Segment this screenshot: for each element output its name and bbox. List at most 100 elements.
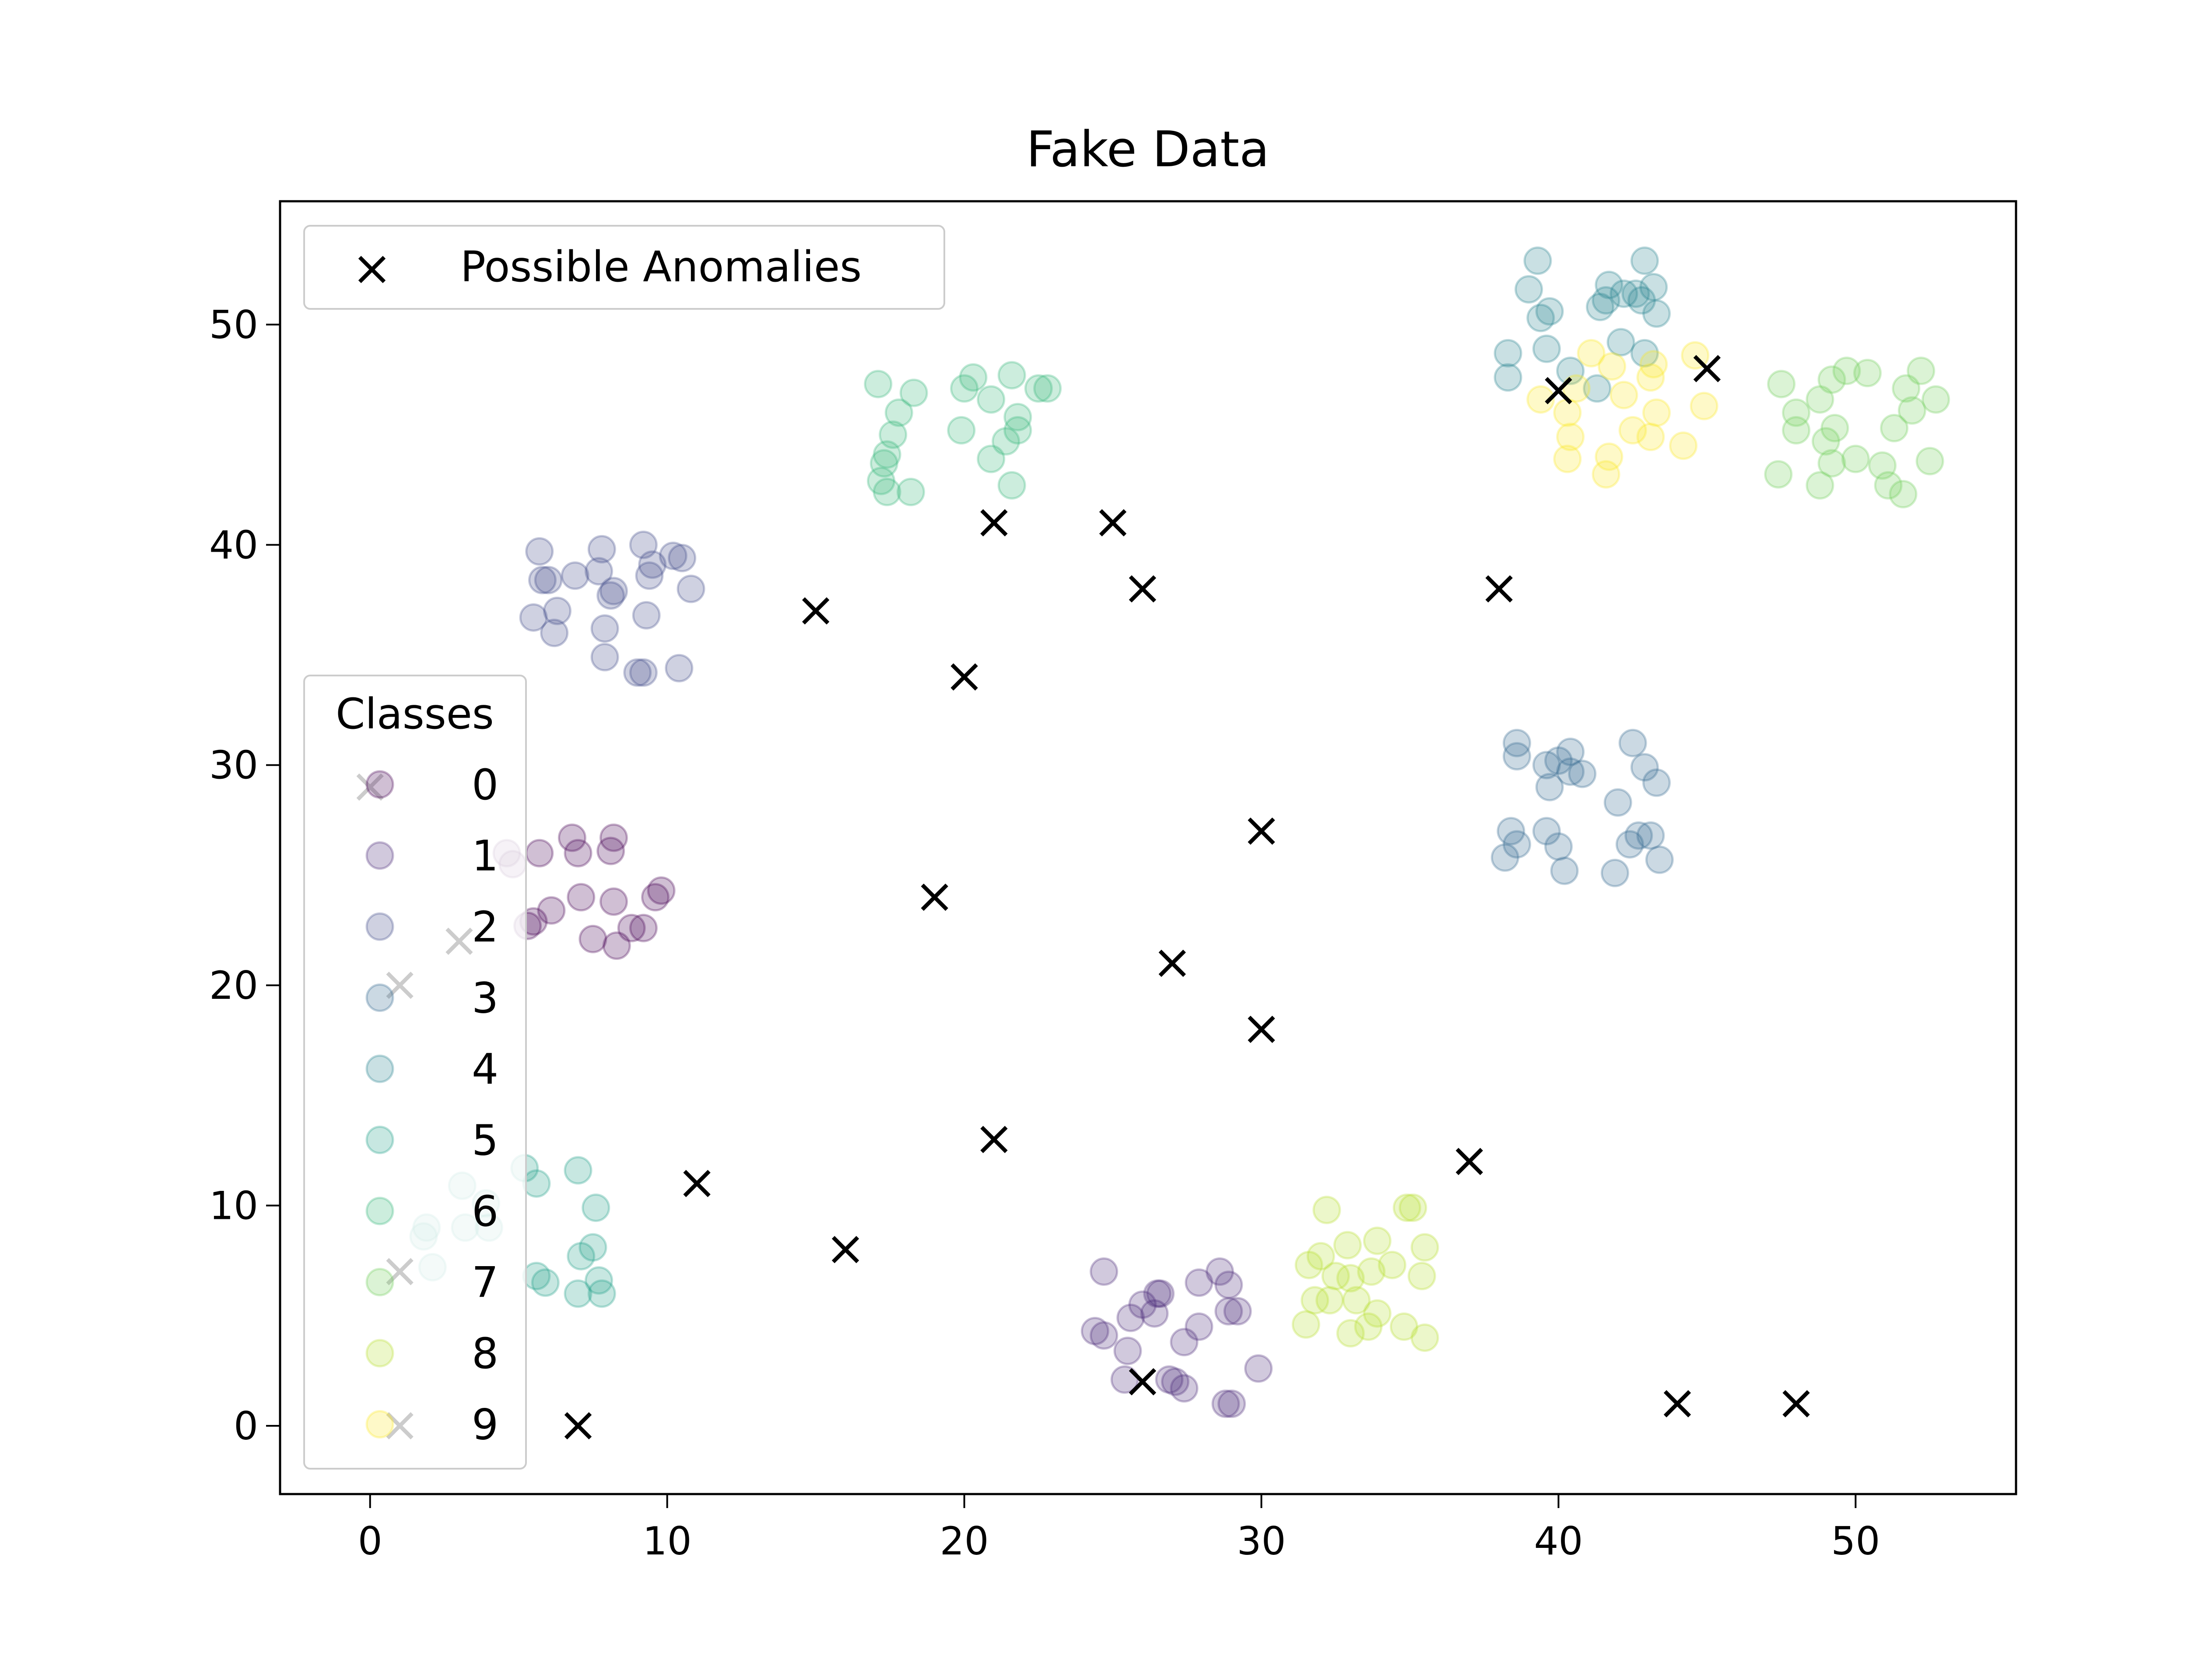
class-7-point	[1915, 447, 1944, 476]
class-5-point	[564, 1279, 593, 1308]
class-6-point	[879, 420, 908, 449]
anomaly-point	[950, 663, 978, 691]
class-3-point	[1535, 773, 1564, 802]
class-9-point	[1609, 381, 1638, 410]
class-0-point	[599, 823, 628, 852]
class-0-point	[641, 883, 670, 912]
anomaly-point	[921, 883, 948, 911]
anomaly-point	[1248, 817, 1275, 845]
class-2-point	[590, 643, 619, 672]
anomaly-point	[1693, 355, 1721, 382]
class-4-series	[1494, 246, 1671, 403]
class-6-point	[866, 466, 895, 495]
class-4-point	[1606, 328, 1635, 357]
class-7-point	[1806, 385, 1834, 414]
class-1-point	[1140, 1299, 1169, 1328]
class-1-point	[1205, 1257, 1234, 1286]
class-4-point	[1592, 286, 1620, 315]
class-legend-marker	[365, 1197, 394, 1225]
class-9-point	[1642, 398, 1671, 427]
anomaly-point	[802, 597, 830, 625]
class-3-series	[1490, 728, 1674, 887]
class-1-point	[1080, 1316, 1109, 1345]
anomaly-point	[1158, 949, 1186, 977]
class-3-point	[1502, 830, 1531, 859]
class-2-point	[590, 614, 619, 643]
class-5-point	[582, 1194, 610, 1222]
class-1-point	[1128, 1290, 1157, 1319]
class-legend-marker	[365, 1054, 394, 1083]
class-4-point	[1630, 339, 1659, 368]
class-0-point	[537, 896, 566, 925]
class-2-point	[659, 541, 687, 570]
class-1-point	[1170, 1328, 1199, 1357]
y-tick-label: 20	[209, 963, 258, 1008]
anomaly-point	[1782, 1390, 1810, 1418]
class-9-point	[1618, 416, 1647, 445]
class-4-point	[1556, 357, 1585, 385]
class-2-point	[528, 566, 557, 595]
class-3-point	[1630, 753, 1659, 782]
anomaly-point	[1099, 509, 1127, 537]
class-9-point	[1636, 423, 1665, 452]
anomaly-point	[1455, 1148, 1483, 1176]
class-legend-marker	[365, 770, 394, 799]
class-1-point	[1113, 1337, 1142, 1365]
class-1-point	[1090, 1257, 1119, 1286]
anomaly-point	[1545, 377, 1572, 405]
class-4-point	[1630, 246, 1659, 275]
class-legend-label: 3	[472, 974, 498, 1023]
class-6-series	[864, 361, 1062, 506]
class-legend-marker	[365, 841, 394, 870]
class-0-series	[492, 823, 676, 960]
class-8-point	[1315, 1286, 1344, 1315]
class-3-point	[1544, 832, 1573, 861]
class-8-point	[1294, 1250, 1323, 1279]
class-legend-marker	[365, 1339, 394, 1368]
class-2-point	[519, 603, 548, 632]
class-8-point	[1392, 1194, 1421, 1222]
class-2-point	[543, 596, 572, 625]
class-8-point	[1336, 1319, 1365, 1348]
class-legend-item: 5	[365, 1116, 498, 1165]
y-tick-label: 40	[209, 522, 258, 567]
y-tick-label: 10	[209, 1183, 258, 1228]
class-7-point	[1811, 427, 1840, 456]
class-9-point	[1577, 339, 1606, 368]
class-8-point	[1342, 1286, 1371, 1315]
class-2-point	[629, 530, 658, 559]
class-legend-label: 4	[472, 1045, 498, 1094]
class-0-point	[564, 839, 593, 868]
class-4-point	[1609, 279, 1638, 308]
class-5-point	[579, 1233, 607, 1262]
class-2-point	[635, 561, 664, 590]
class-9-point	[1636, 363, 1665, 392]
class-9-point	[1669, 431, 1698, 460]
class-3-point	[1636, 821, 1665, 850]
class-1-point	[1217, 1390, 1246, 1418]
class-9-point	[1690, 392, 1718, 420]
class-6-point	[896, 477, 925, 506]
class-6-point	[997, 471, 1026, 500]
class-1-point	[1146, 1279, 1175, 1308]
anomaly-point	[1129, 575, 1157, 603]
class-legend-label: 9	[472, 1400, 498, 1449]
class-1-point	[1090, 1321, 1119, 1350]
class-3-point	[1600, 858, 1629, 887]
class-6-point	[899, 378, 928, 407]
class-8-point	[1410, 1233, 1439, 1262]
class-7-point	[1782, 416, 1811, 445]
class-3-point	[1544, 746, 1573, 775]
class-legend-marker	[365, 1126, 394, 1154]
chart-title: Fake Data	[1026, 121, 1269, 178]
class-9-point	[1553, 398, 1582, 427]
class-1-point	[1161, 1367, 1190, 1396]
class-5-point	[522, 1169, 551, 1198]
y-tick-label: 0	[234, 1404, 258, 1449]
anomaly-legend: Possible Anomalies	[303, 225, 945, 310]
class-4-point	[1595, 270, 1623, 299]
class-3-point	[1502, 742, 1531, 771]
anomaly-point	[1248, 1015, 1275, 1043]
class-7-point	[1922, 385, 1950, 414]
class-4-point	[1494, 339, 1522, 368]
